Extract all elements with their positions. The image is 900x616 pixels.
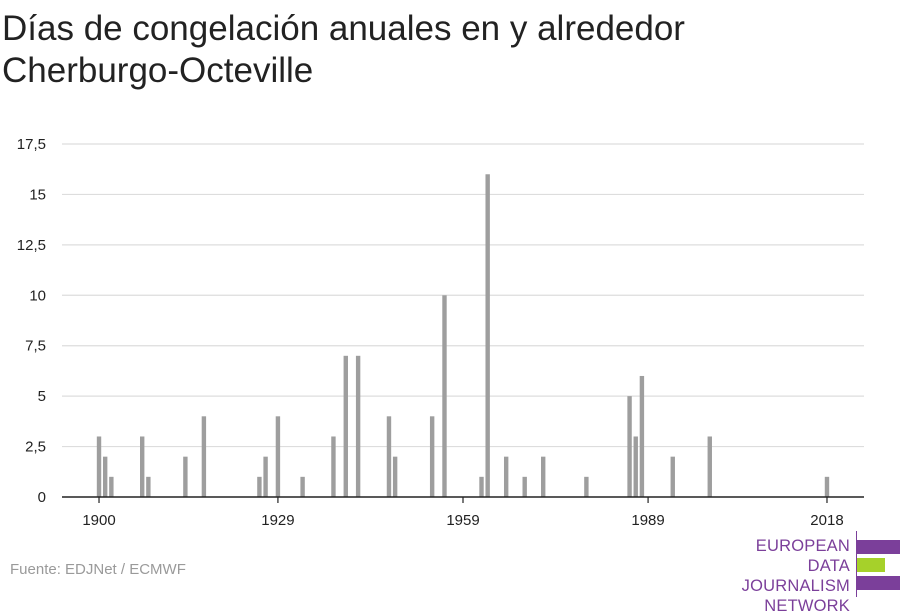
logo-line-1: EUROPEAN	[755, 537, 850, 555]
bar-1999	[707, 436, 712, 497]
bar-1993	[670, 456, 675, 497]
bar-1900	[96, 436, 102, 497]
bar-1926	[257, 476, 262, 497]
chart-title-line-1: Días de congelación anuales en y alreded…	[2, 9, 685, 48]
logo-divider	[856, 531, 857, 597]
bar-1942	[355, 355, 361, 497]
logo-line-3: NETWORK	[764, 597, 850, 615]
bar-1962	[479, 476, 484, 497]
y-tick-label: 2,5	[25, 439, 46, 456]
bar-1908	[146, 476, 151, 497]
bar-1979	[584, 476, 589, 497]
x-tick-label: 1900	[82, 512, 115, 529]
bar-1933	[300, 476, 305, 497]
x-tick-label: 1929	[261, 512, 294, 529]
bar-2018	[824, 476, 830, 497]
logo-bar-green	[857, 558, 885, 572]
logo-bar-purple-top	[857, 540, 900, 554]
bar-1927	[263, 456, 268, 497]
bar-1988	[639, 375, 645, 497]
x-tick-label: 1959	[446, 512, 479, 529]
y-tick-label: 17,5	[17, 136, 46, 153]
chart-title: Días de congelación anuales en y alreded…	[2, 8, 882, 92]
bar-1972	[541, 456, 546, 497]
bar-1987	[633, 436, 638, 497]
bar-1966	[503, 456, 509, 497]
bar-1940	[343, 355, 348, 497]
bar-1938	[331, 436, 336, 497]
y-tick-label: 5	[38, 388, 46, 405]
y-tick-label: 0	[38, 489, 46, 506]
logo-bar-purple-bottom	[857, 576, 900, 590]
axes: 0 2,5 5 7,5 10 12,5 15 17,5 1900 1929 1959 1989 2018	[17, 136, 864, 529]
bar-1914	[183, 456, 188, 497]
source-note: Fuente: EDJNet / ECMWF	[10, 561, 186, 578]
y-tick-label: 12,5	[17, 237, 46, 254]
bar-1963	[485, 174, 490, 497]
bar-1954	[429, 416, 435, 497]
bars	[96, 174, 830, 497]
y-tick-label: 10	[29, 287, 46, 304]
y-tick-label: 15	[29, 186, 46, 203]
bar-1902	[109, 476, 114, 497]
gridlines	[62, 143, 864, 448]
bar-1969	[522, 476, 527, 497]
logo-text: EUROPEAN DATA JOURNALISM NETWORK	[705, 536, 850, 616]
bar-1947	[386, 416, 392, 497]
chart-title-line-2: Cherburgo-Octeville	[2, 51, 314, 90]
bar-1956	[442, 295, 447, 497]
bar-1907	[140, 436, 145, 497]
x-tick-label: 1989	[631, 512, 664, 529]
bar-1929	[275, 416, 281, 497]
x-tick-label: 2018	[810, 512, 843, 529]
y-tick-label: 7,5	[25, 338, 46, 355]
bar-1917	[201, 416, 207, 497]
edjnet-logo: EUROPEAN DATA JOURNALISM NETWORK	[705, 531, 900, 615]
bar-1948	[392, 456, 398, 497]
bar-1986	[627, 396, 632, 497]
bar-chart: 0 2,5 5 7,5 10 12,5 15 17,5 1900 1929 1959 1989 2018	[17, 136, 864, 529]
logo-line-2: DATA JOURNALISM	[741, 557, 850, 595]
bar-1901	[102, 456, 108, 497]
